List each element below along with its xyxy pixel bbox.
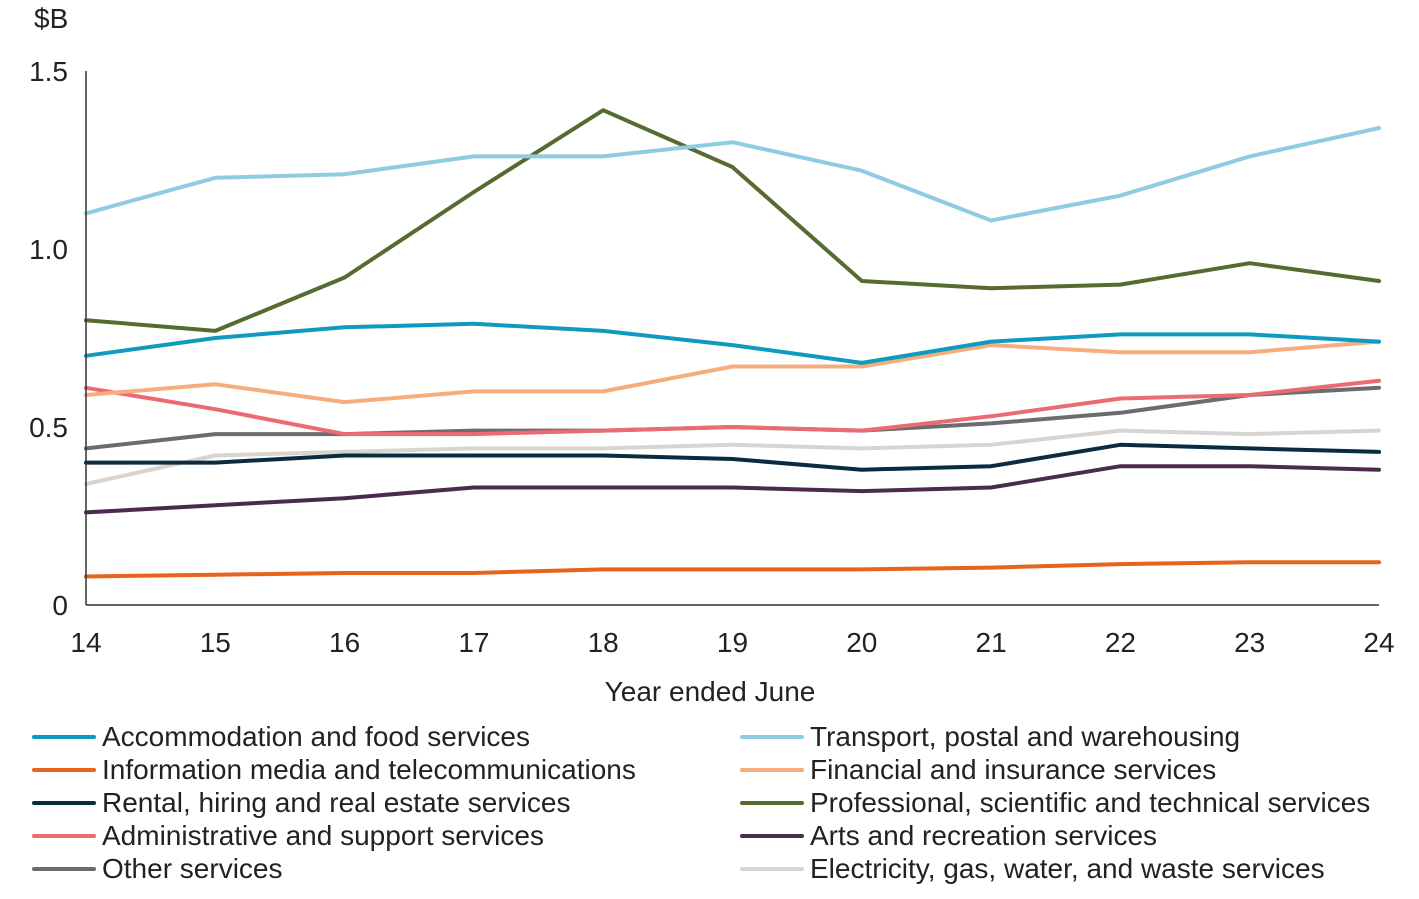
x-tick-label: 17 [458,627,489,658]
legend-item: Administrative and support services [32,819,544,852]
legend-label: Arts and recreation services [810,820,1158,851]
y-tick-label: 0 [52,590,68,621]
x-tick-label: 21 [976,627,1007,658]
legend-swatch [740,734,804,739]
series-line [84,560,1381,579]
y-tick-label: 1.0 [29,234,68,265]
legend-swatch [740,866,804,871]
series-line [84,126,1381,223]
legend-label: Financial and insurance services [810,754,1217,785]
legend-label: Administrative and support services [102,820,544,851]
line-chart: $B 0 0.5 1.0 1.5 14 15 16 17 18 19 20 21 22 23 24 Yea… [29,3,1395,707]
x-tick-label: 15 [200,627,231,658]
legend-label: Rental, hiring and real estate services [102,787,571,818]
legend-item: Arts and recreation services [740,819,1157,852]
legend-item: Accommodation and food services [32,720,530,753]
series-line [84,378,1381,437]
legend-swatch [740,767,804,772]
legend-swatch [32,866,96,871]
x-tick-label: 19 [717,627,748,658]
x-tick-label: 23 [1234,627,1265,658]
legend-item: Information media and telecommunications [32,753,636,786]
legend-label: Accommodation and food services [102,721,530,752]
legend-swatch [32,833,96,838]
x-tick-label: 20 [846,627,877,658]
legend-swatch [32,800,96,805]
series-line [84,108,1381,333]
legend-swatch [32,734,96,739]
legend-item: Other services [32,852,283,885]
y-axis-label: $B [34,3,68,34]
legend-label: Electricity, gas, water, and waste servi… [810,853,1325,884]
legend-item: Electricity, gas, water, and waste servi… [740,852,1325,885]
y-axis-ticks: 0 0.5 1.0 1.5 [29,56,68,621]
x-tick-label: 22 [1105,627,1136,658]
legend: Accommodation and food services Transport… [0,718,1419,899]
legend-label: Transport, postal and warehousing [810,721,1241,752]
x-tick-label: 16 [329,627,360,658]
legend-item: Professional, scientific and technical s… [740,786,1370,819]
series-line [84,464,1381,515]
x-axis-title: Year ended June [605,676,816,707]
series-line [84,339,1381,405]
legend-label: Other services [102,853,283,884]
legend-swatch [32,767,96,772]
y-tick-label: 1.5 [29,56,68,87]
legend-label: Professional, scientific and technical s… [810,787,1371,818]
series-lines [84,108,1381,579]
y-tick-label: 0.5 [29,412,68,443]
series-line [84,428,1381,486]
x-tick-label: 18 [588,627,619,658]
x-tick-label: 24 [1363,627,1394,658]
legend-swatch [740,800,804,805]
legend-item: Rental, hiring and real estate services [32,786,570,819]
legend-swatch [740,833,804,838]
series-line [84,442,1381,472]
legend-item: Transport, postal and warehousing [740,720,1240,753]
x-axis-ticks: 14 15 16 17 18 19 20 21 22 23 24 [70,627,1394,658]
legend-item: Financial and insurance services [740,753,1216,786]
legend-label: Information media and telecommunications [102,754,636,785]
series-line [84,321,1381,365]
x-tick-label: 14 [70,627,101,658]
